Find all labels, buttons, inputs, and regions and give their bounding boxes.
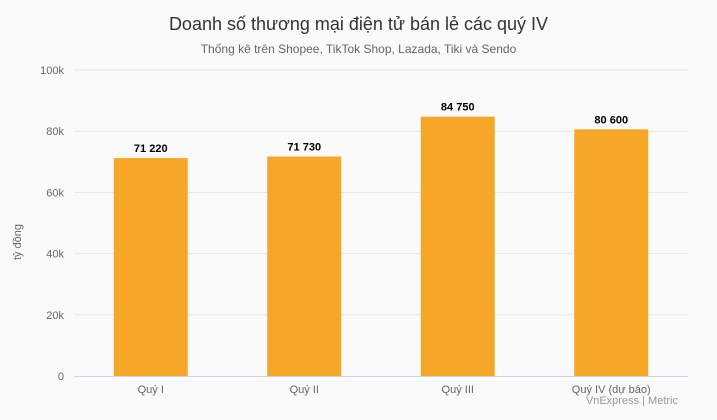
- x-tick-label: Quý IV (dự báo): [572, 384, 651, 396]
- source-credit: VnExpress | Metric: [585, 395, 678, 407]
- bar: [113, 158, 188, 376]
- bar-value-label: 71 220: [134, 143, 168, 155]
- bar: [420, 116, 495, 376]
- y-tick-label: 100k: [40, 65, 64, 77]
- x-tick-label: Quý III: [442, 384, 474, 396]
- y-tick-label: 40k: [46, 249, 64, 261]
- y-axis-title: tỷ đồng: [12, 224, 24, 260]
- bar: [267, 156, 342, 376]
- x-axis-ticks: Quý I Quý II Quý III Quý IV (dự báo): [138, 384, 651, 396]
- bar-value-label: 84 750: [441, 102, 475, 114]
- data-labels: 71 220 71 730 84 750 80 600: [134, 102, 628, 155]
- y-tick-label: 80k: [46, 126, 64, 138]
- bar-value-label: 71 730: [287, 142, 321, 154]
- chart-title: Doanh số thương mại điện tử bán lẻ các q…: [168, 14, 549, 34]
- bar-value-label: 80 600: [594, 114, 628, 126]
- bars: [113, 116, 649, 376]
- y-axis-ticks: 0 20k 40k 60k 80k 100k: [40, 65, 64, 383]
- x-tick-label: Quý I: [138, 384, 164, 396]
- bar: [574, 129, 649, 376]
- y-tick-label: 20k: [46, 310, 64, 322]
- chart-subtitle: Thống kê trên Shopee, TikTok Shop, Lazad…: [200, 42, 517, 56]
- y-tick-label: 60k: [46, 187, 64, 199]
- x-tick-label: Quý II: [290, 384, 319, 396]
- y-tick-label: 0: [58, 371, 64, 383]
